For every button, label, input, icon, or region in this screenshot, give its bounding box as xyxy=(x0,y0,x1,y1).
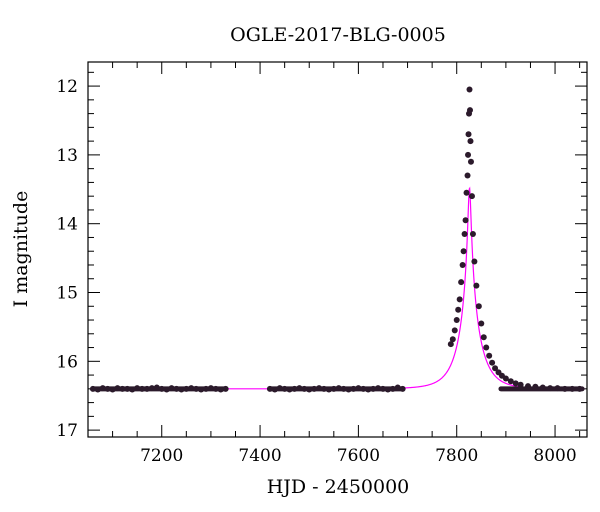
data-point xyxy=(461,231,468,238)
data-point xyxy=(467,158,474,165)
model-line xyxy=(90,186,585,390)
x-tick-label: 8000 xyxy=(533,446,576,466)
data-point xyxy=(469,231,476,238)
data-point xyxy=(468,193,475,200)
data-point xyxy=(489,359,496,366)
data-point xyxy=(455,306,462,313)
data-point xyxy=(473,282,480,289)
data-point xyxy=(517,381,524,388)
y-axis-label: I magnitude xyxy=(10,191,32,308)
y-tick-label: 14 xyxy=(56,215,78,235)
data-point xyxy=(486,352,493,359)
y-tick-label: 13 xyxy=(56,146,78,166)
x-axis-label: HJD - 2450000 xyxy=(267,476,410,498)
data-point xyxy=(475,303,482,310)
x-tick-label: 7200 xyxy=(140,446,183,466)
data-point xyxy=(458,279,465,286)
x-tick-label: 7600 xyxy=(337,446,380,466)
data-point xyxy=(465,131,472,138)
data-point xyxy=(467,138,474,145)
chart-title: OGLE-2017-BLG-0005 xyxy=(230,24,446,46)
x-tick-label: 7400 xyxy=(238,446,281,466)
y-tick-label: 12 xyxy=(56,77,78,97)
data-point xyxy=(478,320,485,327)
data-points xyxy=(89,86,585,393)
y-tick-label: 16 xyxy=(56,352,78,372)
data-point xyxy=(471,258,478,265)
x-tick-label: 7800 xyxy=(435,446,478,466)
data-point xyxy=(466,107,473,114)
data-point xyxy=(447,341,454,348)
data-point xyxy=(463,189,470,196)
model-curve xyxy=(90,186,585,390)
data-point xyxy=(462,217,469,224)
data-point xyxy=(466,86,473,93)
data-point xyxy=(512,380,519,387)
data-point xyxy=(480,334,487,341)
data-point xyxy=(460,248,467,255)
data-point xyxy=(492,365,499,372)
data-point xyxy=(453,317,460,324)
data-point xyxy=(456,296,463,303)
data-point xyxy=(465,151,472,158)
data-point xyxy=(483,344,490,351)
data-point xyxy=(459,261,466,268)
data-point xyxy=(451,327,458,334)
y-tick-label: 17 xyxy=(56,421,78,441)
data-point xyxy=(502,375,509,382)
axis-ticks: 7200 7400 7600 7800 8000 12 13 14 15 16 17 xyxy=(56,62,587,466)
data-point xyxy=(464,172,471,179)
data-point xyxy=(507,378,514,385)
data-point xyxy=(449,336,456,343)
y-tick-label: 15 xyxy=(56,284,78,304)
plot-frame xyxy=(87,61,588,438)
